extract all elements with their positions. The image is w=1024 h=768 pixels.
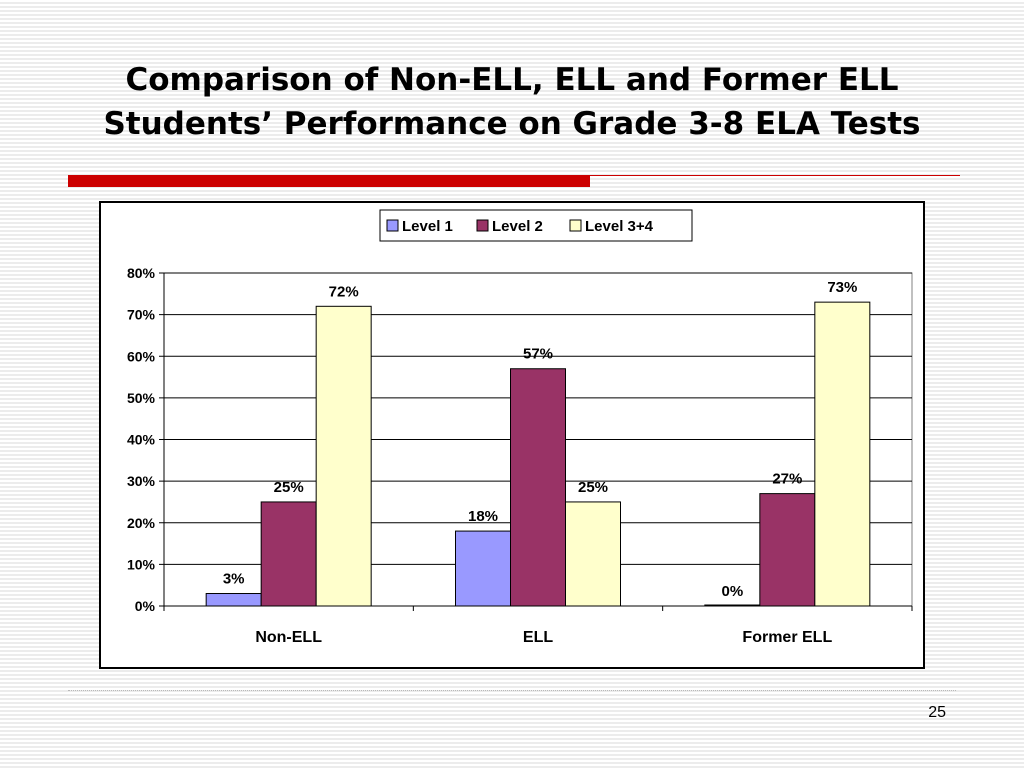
y-tick-label: 60% bbox=[127, 348, 156, 364]
title-accent-line bbox=[590, 175, 960, 176]
bar bbox=[759, 493, 816, 607]
data-label: 0% bbox=[721, 583, 743, 600]
bar-chart: 0% 10% 20% 30% 40% 50% 60% 70% 80% Non-ELL 3% 25% 72… bbox=[127, 209, 913, 646]
y-tick-label: 70% bbox=[127, 307, 156, 323]
bar bbox=[814, 301, 871, 607]
x-tick-label: ELL bbox=[523, 629, 553, 646]
title-accent-bar bbox=[68, 175, 590, 187]
slide-title-line-2: Students’ Performance on Grade 3-8 ELA T… bbox=[103, 106, 921, 142]
y-tick-label: 30% bbox=[127, 473, 156, 489]
x-tick-label: Non-ELL bbox=[255, 629, 322, 646]
legend-label: Level 1 bbox=[402, 218, 453, 235]
y-tick-label: 10% bbox=[127, 556, 156, 572]
legend-label: Level 3+4 bbox=[585, 218, 654, 235]
y-tick-label: 0% bbox=[135, 598, 156, 614]
y-tick-label: 50% bbox=[127, 390, 156, 406]
x-tick-label: Former ELL bbox=[742, 629, 832, 646]
data-label: 73% bbox=[827, 279, 857, 296]
data-label: 25% bbox=[274, 479, 304, 496]
bar bbox=[205, 593, 262, 607]
slide-title-line-1: Comparison of Non-ELL, ELL and Former EL… bbox=[125, 62, 899, 98]
data-label: 57% bbox=[523, 346, 553, 363]
y-tick-label: 40% bbox=[127, 432, 156, 448]
legend-label: Level 2 bbox=[492, 218, 543, 235]
data-label: 3% bbox=[223, 571, 245, 588]
bar bbox=[260, 501, 317, 607]
data-label: 25% bbox=[578, 479, 608, 496]
bar bbox=[704, 604, 761, 607]
legend-swatch bbox=[569, 219, 582, 232]
legend bbox=[379, 209, 693, 242]
chart-frame: 0% 10% 20% 30% 40% 50% 60% 70% 80% Non-ELL 3% 25% 72… bbox=[99, 201, 925, 669]
slide-title: Comparison of Non-ELL, ELL and Former EL… bbox=[20, 58, 1004, 146]
y-tick-label: 80% bbox=[127, 265, 156, 281]
data-label: 18% bbox=[468, 508, 498, 525]
data-label: 72% bbox=[329, 283, 359, 300]
page-number: 25 bbox=[928, 704, 946, 721]
bar bbox=[510, 368, 566, 607]
bar bbox=[315, 305, 372, 607]
y-tick-label: 20% bbox=[127, 515, 156, 531]
legend-swatch bbox=[386, 219, 399, 232]
bar bbox=[565, 501, 621, 607]
data-label: 27% bbox=[772, 471, 802, 488]
bar bbox=[455, 530, 511, 607]
footer-divider bbox=[68, 690, 956, 692]
legend-swatch bbox=[476, 219, 489, 232]
